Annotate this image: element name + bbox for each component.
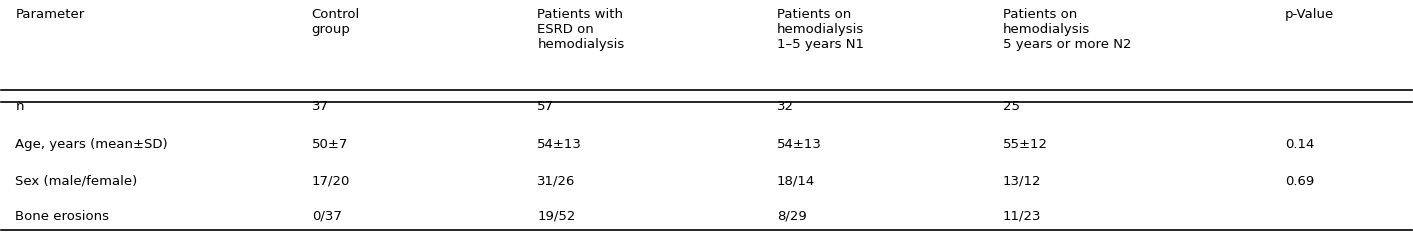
Text: 19/52: 19/52 xyxy=(537,210,575,223)
Text: n: n xyxy=(16,100,24,113)
Text: 37: 37 xyxy=(312,100,329,113)
Text: 18/14: 18/14 xyxy=(777,175,815,188)
Text: Control
group: Control group xyxy=(312,8,360,36)
Text: 54±13: 54±13 xyxy=(537,138,582,151)
Text: 54±13: 54±13 xyxy=(777,138,822,151)
Text: Patients on
hemodialysis
5 years or more N2: Patients on hemodialysis 5 years or more… xyxy=(1003,8,1132,51)
Text: 8/29: 8/29 xyxy=(777,210,807,223)
Text: Bone erosions: Bone erosions xyxy=(16,210,109,223)
Text: 50±7: 50±7 xyxy=(312,138,348,151)
Text: 0.14: 0.14 xyxy=(1284,138,1314,151)
Text: Patients on
hemodialysis
1–5 years N1: Patients on hemodialysis 1–5 years N1 xyxy=(777,8,865,51)
Text: 57: 57 xyxy=(537,100,554,113)
Text: 25: 25 xyxy=(1003,100,1020,113)
Text: 13/12: 13/12 xyxy=(1003,175,1041,188)
Text: Age, years (mean±SD): Age, years (mean±SD) xyxy=(16,138,168,151)
Text: Parameter: Parameter xyxy=(16,8,85,21)
Text: 55±12: 55±12 xyxy=(1003,138,1047,151)
Text: p-Value: p-Value xyxy=(1284,8,1334,21)
Text: 31/26: 31/26 xyxy=(537,175,575,188)
Text: 32: 32 xyxy=(777,100,794,113)
Text: Patients with
ESRD on
hemodialysis: Patients with ESRD on hemodialysis xyxy=(537,8,625,51)
Text: 0/37: 0/37 xyxy=(312,210,342,223)
Text: 11/23: 11/23 xyxy=(1003,210,1041,223)
Text: 0.69: 0.69 xyxy=(1284,175,1314,188)
Text: 17/20: 17/20 xyxy=(312,175,350,188)
Text: Sex (male/female): Sex (male/female) xyxy=(16,175,137,188)
